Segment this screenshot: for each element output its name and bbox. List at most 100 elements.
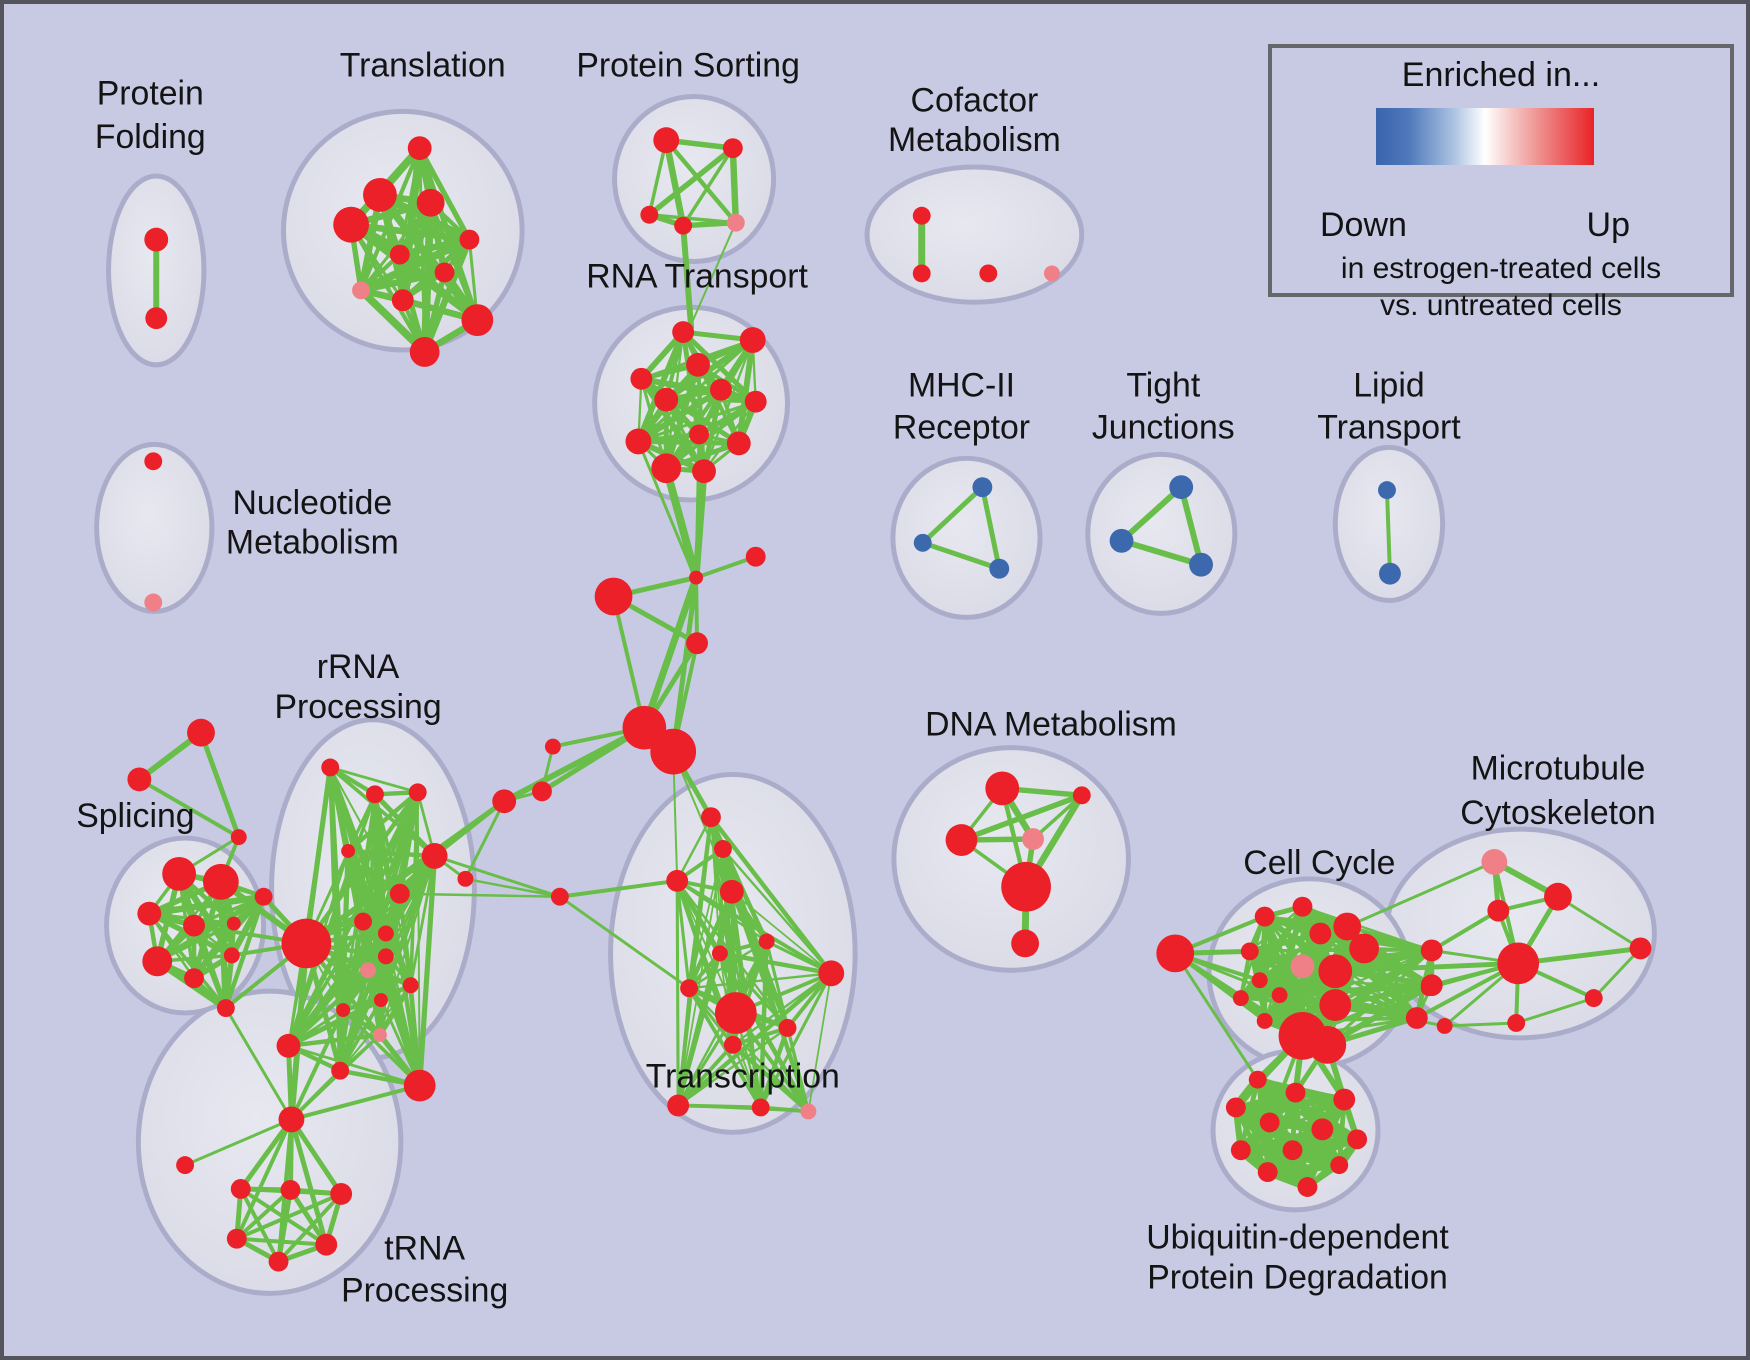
node-dna-metabolism: [1001, 861, 1051, 912]
edge: [339, 984, 412, 1072]
node-nucleotide-metabolism: [144, 593, 163, 612]
edge: [238, 1187, 281, 1264]
node-cell-cycle: [1333, 912, 1362, 941]
edge: [729, 144, 740, 226]
edge: [759, 971, 833, 1110]
edge: [681, 146, 735, 228]
cluster-label-rna-transport: RNA Transport: [586, 257, 808, 295]
edge: [785, 1026, 810, 1113]
edge: [147, 911, 228, 1010]
node-ubiquitin-degradation: [1333, 1088, 1356, 1111]
edge: [304, 790, 420, 946]
node-protein-folding: [145, 307, 168, 330]
node-trna-processing: [280, 1180, 301, 1200]
edge: [557, 878, 680, 899]
edge: [663, 136, 687, 229]
edge: [979, 484, 1002, 572]
node-ubiquitin-degradation: [1285, 1082, 1306, 1103]
edge: [347, 221, 473, 243]
node-ubiquitin-degradation: [1259, 1112, 1280, 1133]
node-translation: [416, 188, 445, 217]
node-connector-hubs: [457, 870, 474, 887]
node-cell-cycle: [1420, 939, 1443, 962]
node-tight-junctions: [1109, 528, 1134, 553]
node-rrna-processing: [281, 918, 332, 969]
edge: [1118, 484, 1185, 544]
node-connector-hubs: [544, 738, 561, 755]
node-rna-transport: [726, 431, 751, 456]
cluster-ellipse-cofactor-metabolism: [864, 164, 1085, 305]
node-ubiquitin-degradation: [1347, 1129, 1368, 1150]
edge: [676, 951, 722, 1108]
cluster-ellipse-mhc-ii-receptor: [890, 455, 1043, 620]
edge: [640, 574, 700, 732]
edge: [238, 1116, 294, 1192]
edge: [433, 854, 562, 899]
node-microtubule-cytoskeleton: [1629, 937, 1652, 960]
node-cofactor-metabolism: [912, 264, 931, 283]
node-microtubule-cytoskeleton: [1487, 899, 1510, 922]
node-cofactor-metabolism: [979, 264, 998, 283]
node-dna-metabolism: [985, 771, 1020, 806]
cluster-label-protein-folding: Folding: [95, 118, 206, 156]
node-connector-hubs: [230, 829, 247, 846]
edge: [276, 1191, 344, 1264]
cluster-label-trna-processing: Processing: [341, 1271, 508, 1309]
cluster-label-nucleotide-metabolism: Metabolism: [226, 524, 399, 562]
node-protein-sorting: [726, 213, 745, 232]
edge: [1232, 1095, 1349, 1112]
cluster-label-mhc-ii-receptor: Receptor: [893, 408, 1030, 446]
edge: [662, 464, 701, 582]
edge: [807, 972, 833, 1113]
node-splicing: [137, 901, 162, 926]
node-translation: [461, 304, 494, 337]
edge: [730, 890, 810, 1113]
edge: [287, 892, 401, 1047]
edge: [345, 848, 437, 859]
edge: [758, 939, 769, 1110]
node-connector-hubs: [594, 577, 633, 616]
edge: [680, 222, 695, 331]
edge: [345, 790, 420, 854]
node-transcription: [800, 1103, 817, 1120]
edge: [1178, 484, 1205, 568]
edge: [463, 799, 506, 881]
node-translation: [333, 206, 369, 243]
node-connector-hubs: [745, 546, 766, 567]
node-protein-sorting: [722, 138, 743, 159]
edge: [635, 329, 687, 445]
edge: [702, 338, 754, 473]
node-translation: [434, 262, 455, 283]
node-microtubule-cytoskeleton: [1584, 989, 1603, 1008]
edge: [730, 1042, 811, 1114]
node-connector-hubs: [686, 632, 708, 655]
cluster-label-cofactor-metabolism: Metabolism: [888, 121, 1061, 159]
node-dna-metabolism: [945, 824, 978, 856]
edge: [377, 982, 414, 1038]
edge: [687, 972, 833, 990]
node-splicing: [223, 947, 240, 964]
edge: [686, 889, 735, 991]
node-cell-cycle: [1240, 942, 1259, 961]
edge: [192, 894, 266, 980]
legend-box: Enriched in... Down Up in estrogen-treat…: [1268, 44, 1734, 322]
node-microtubule-cytoskeleton: [1436, 1018, 1453, 1034]
node-rrna-processing: [408, 783, 427, 802]
node-cell-cycle: [1292, 896, 1313, 917]
edge: [717, 939, 769, 956]
edge: [1556, 895, 1642, 950]
edge: [638, 375, 707, 475]
node-connector-hubs: [532, 781, 552, 802]
cluster-label-microtubule-cytoskeleton: Microtubule: [1471, 749, 1646, 787]
edge: [349, 222, 427, 355]
node-ubiquitin-degradation: [1225, 1097, 1246, 1118]
legend-down-label: Down: [1320, 206, 1407, 244]
edge: [701, 387, 724, 474]
node-dna-metabolism: [1072, 786, 1091, 805]
cluster-label-lipid-transport: Transport: [1317, 408, 1461, 446]
cluster-label-nucleotide-metabolism: Nucleotide: [232, 484, 392, 522]
edge: [234, 1187, 293, 1241]
edge: [664, 398, 758, 404]
cluster-label-ubiquitin-degradation: Protein Degradation: [1147, 1258, 1448, 1296]
node-translation: [389, 244, 410, 265]
